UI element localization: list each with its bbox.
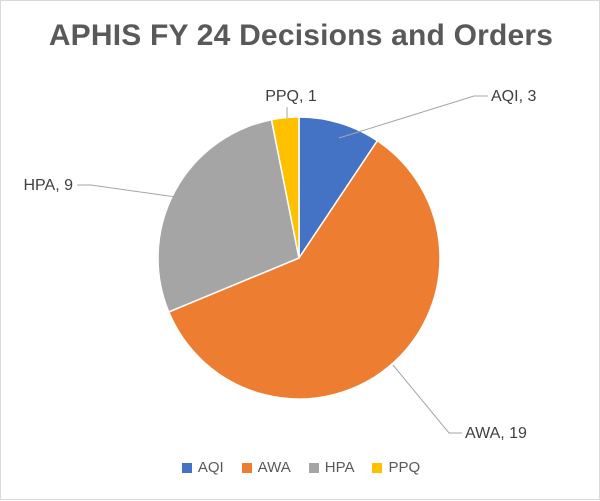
- legend-label-aqi: AQI: [197, 459, 224, 476]
- pie-slice-hpa: [157, 118, 300, 313]
- legend-swatch-hpa: [308, 462, 319, 473]
- pie-slice-aqi: [298, 116, 379, 261]
- data-label-aqi: AQI, 3: [491, 88, 536, 105]
- pie-slice-ppq: [270, 116, 300, 259]
- legend-label-ppq: PPQ: [388, 459, 421, 476]
- leader-line-hpa: [77, 184, 177, 198]
- data-label-awa: AWA, 19: [465, 425, 527, 442]
- pie-slice-awa: [167, 139, 441, 400]
- legend-item-aqi: AQI: [181, 459, 224, 476]
- legend-swatch-awa: [241, 462, 252, 473]
- legend-label-awa: AWA: [257, 459, 291, 476]
- legend-item-hpa: HPA: [308, 459, 355, 476]
- data-label-ppq: PPQ, 1: [265, 88, 317, 105]
- legend-swatch-ppq: [372, 462, 383, 473]
- chart-legend: AQI AWA HPA PPQ: [1, 459, 600, 476]
- chart-title: APHIS FY 24 Decisions and Orders: [48, 19, 554, 52]
- leader-line-awa: [392, 364, 462, 434]
- legend-label-hpa: HPA: [324, 459, 355, 476]
- legend-item-awa: AWA: [241, 459, 291, 476]
- data-label-hpa: HPA, 9: [24, 177, 74, 194]
- legend-swatch-aqi: [181, 462, 192, 473]
- legend-item-ppq: PPQ: [372, 459, 420, 476]
- leader-line-aqi: [338, 95, 488, 139]
